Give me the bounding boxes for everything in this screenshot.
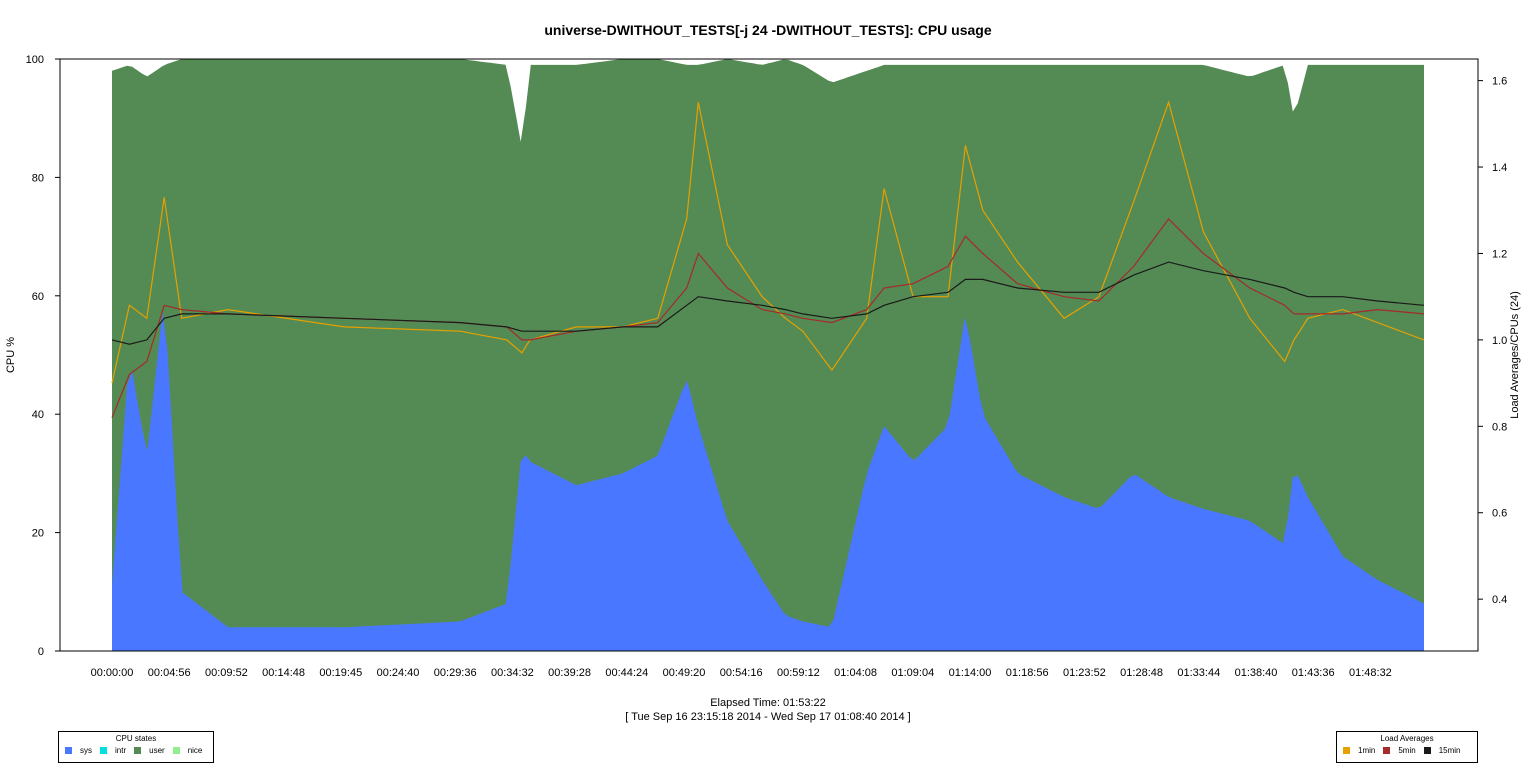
x-tick-label: 00:19:45 <box>319 667 362 679</box>
x-tick-label: 01:33:44 <box>1177 667 1220 679</box>
x-tick-label: 00:00:00 <box>91 667 134 679</box>
y-axis-right: 0.4 0.6 0.8 1.0 1.2 1.4 1.6 <box>1478 76 1507 606</box>
legend-label: user <box>149 746 165 755</box>
y-axis-label: CPU % <box>5 337 17 373</box>
y2-tick-label: 1.6 <box>1492 76 1507 88</box>
x-tick-label: 00:34:32 <box>491 667 534 679</box>
legend-item-1min: 1min <box>1343 746 1375 755</box>
cpu-states-legend-title: CPU states <box>115 734 157 743</box>
x-axis-date-range: [ Tue Sep 16 23:15:18 2014 - Wed Sep 17 … <box>625 711 910 723</box>
legend-item-15min: 15min <box>1423 746 1461 755</box>
x-tick-label: 01:04:08 <box>834 667 877 679</box>
y2-tick-label: 0.6 <box>1492 508 1507 520</box>
legend-swatch <box>100 747 107 754</box>
y2-tick-label: 0.4 <box>1492 594 1507 606</box>
x-tick-label: 00:44:24 <box>605 667 648 679</box>
legend-label: 15min <box>1438 746 1461 755</box>
legend-item-nice: nice <box>172 746 203 755</box>
legend-label: 5min <box>1398 746 1416 755</box>
x-tick-label: 00:09:52 <box>205 667 248 679</box>
cpu-states-legend-items: sys intr user nice <box>59 743 213 755</box>
legend-swatch <box>65 747 72 754</box>
y2-tick-label: 1.2 <box>1492 248 1507 260</box>
legend-item-user: user <box>134 746 165 755</box>
x-tick-label: 01:28:48 <box>1120 667 1163 679</box>
x-tick-label: 00:59:12 <box>777 667 820 679</box>
x-tick-label: 01:38:40 <box>1235 667 1278 679</box>
legend-swatch <box>1423 747 1431 754</box>
legend-swatch <box>172 747 180 754</box>
y-tick-label: 20 <box>32 528 44 540</box>
legend-label: intr <box>115 746 127 755</box>
legend-item-sys: sys <box>65 746 92 755</box>
y2-tick-label: 1.4 <box>1492 162 1507 174</box>
y-tick-label: 0 <box>38 646 44 658</box>
x-tick-label: 00:39:28 <box>548 667 591 679</box>
x-tick-label: 01:09:04 <box>891 667 934 679</box>
legend-label: nice <box>187 746 203 755</box>
y2-tick-label: 0.8 <box>1492 421 1507 433</box>
cpu-states-legend: CPU states sys intr user nice <box>58 731 214 763</box>
y-tick-label: 100 <box>26 54 44 66</box>
x-tick-label: 00:24:40 <box>377 667 420 679</box>
load-line-15min <box>111 261 1425 345</box>
legend-swatch <box>1343 747 1350 754</box>
user-cpu-area <box>112 59 1424 651</box>
x-tick-label: 01:48:32 <box>1349 667 1392 679</box>
x-tick-label: 01:14:00 <box>949 667 992 679</box>
load-averages-legend-items: 1min 5min 15min <box>1337 743 1477 755</box>
x-tick-label: 00:14:48 <box>262 667 305 679</box>
x-tick-label: 01:23:52 <box>1063 667 1106 679</box>
plot-areas <box>112 59 1424 651</box>
sys-cpu-area <box>112 312 1424 651</box>
x-tick-label: 00:04:56 <box>148 667 191 679</box>
y-tick-label: 40 <box>32 409 44 421</box>
x-tick-label: 01:43:36 <box>1292 667 1335 679</box>
legend-swatch <box>134 747 142 754</box>
y-tick-label: 80 <box>32 172 44 184</box>
legend-item-intr: intr <box>100 746 126 755</box>
x-tick-label: 00:54:16 <box>720 667 763 679</box>
load-average-lines <box>111 100 1425 418</box>
plot-frame <box>59 58 1479 652</box>
load-averages-legend: Load Averages 1min 5min 15min <box>1336 731 1478 763</box>
legend-label: sys <box>80 746 92 755</box>
y-tick-label: 60 <box>32 291 44 303</box>
y2-axis-label: Load Averages/CPUs (24) <box>1509 291 1521 419</box>
x-axis: 00:00:00 00:04:56 00:09:52 00:14:48 00:19:45… <box>91 667 1392 679</box>
legend-swatch <box>1383 747 1391 754</box>
legend-label: 1min <box>1358 746 1376 755</box>
x-tick-label: 00:49:20 <box>663 667 706 679</box>
legend-item-5min: 5min <box>1383 746 1416 755</box>
chart-title: universe-DWITHOUT_TESTS[-j 24 -DWITHOUT_… <box>544 22 991 38</box>
x-axis-label: Elapsed Time: 01:53:22 <box>710 697 826 709</box>
load-averages-legend-title: Load Averages <box>1380 734 1434 743</box>
x-tick-label: 00:29:36 <box>434 667 477 679</box>
y-axis-left: 0 20 40 60 80 100 <box>26 54 60 658</box>
x-tick-label: 01:18:56 <box>1006 667 1049 679</box>
y2-tick-label: 1.0 <box>1492 335 1507 347</box>
